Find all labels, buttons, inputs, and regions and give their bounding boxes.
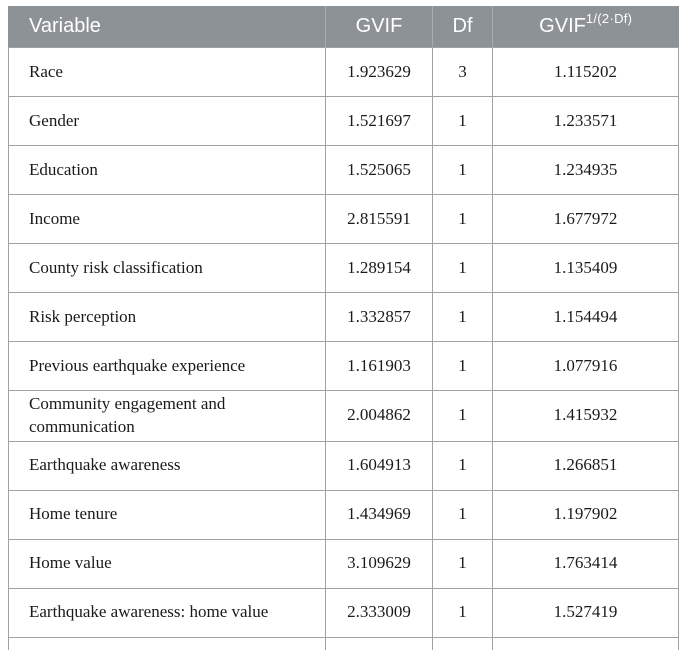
variable-cell: Community engagement and communication <box>8 390 326 442</box>
df-cell: 1 <box>432 96 493 146</box>
gvif-cell: 2.004862 <box>325 390 433 442</box>
variable-cell: Gender <box>8 96 326 146</box>
gvif-cell: 1.521697 <box>325 96 433 146</box>
variable-cell: Education <box>8 145 326 195</box>
df-cell: 1 <box>432 243 493 293</box>
table-row: Risk perception 1.332857 1 1.154494 <box>8 292 679 342</box>
header-gvif: GVIF <box>325 6 433 48</box>
gvif-cell: 1.332857 <box>325 292 433 342</box>
gvif-cell: 1.325312 <box>325 636 433 650</box>
gvif-cell: 2.815591 <box>325 194 433 244</box>
gvif-cell: 3.109629 <box>325 538 433 589</box>
header-row: Variable GVIF Df GVIF1/(2·Df) <box>8 6 679 48</box>
gvif-adjusted-cell: 1.197902 <box>492 489 679 540</box>
variable-cell: Home value <box>8 538 326 589</box>
table-row: Gender 1.521697 1 1.233571 <box>8 96 679 146</box>
gvif-adjusted-cell: 1.233571 <box>492 96 679 146</box>
gvif-cell: 1.525065 <box>325 145 433 195</box>
gvif-cell: 1.434969 <box>325 489 433 540</box>
df-cell: 1 <box>432 489 493 540</box>
gvif-cell: 1.161903 <box>325 341 433 391</box>
df-cell: 1 <box>432 292 493 342</box>
gvif-adjusted-cell: 1.115202 <box>492 47 679 97</box>
gvif-adjusted-cell: 1.234935 <box>492 145 679 195</box>
gvif-cell: 1.289154 <box>325 243 433 293</box>
table-row: Earthquake awareness 1.604913 1 1.266851 <box>8 440 679 491</box>
df-cell: 1 <box>432 194 493 244</box>
table-row: Education 1.525065 1 1.234935 <box>8 145 679 195</box>
variable-cell: Earthquake awareness: home value <box>8 587 326 638</box>
variable-cell: Race <box>8 47 326 97</box>
variable-cell: Home tenure <box>8 489 326 540</box>
gvif-cell: 1.923629 <box>325 47 433 97</box>
df-cell: 1 <box>432 440 493 491</box>
gvif-adjusted-cell: 1.135409 <box>492 243 679 293</box>
variable-cell: County risk classification <box>8 243 326 293</box>
variable-cell: Income <box>8 194 326 244</box>
variable-cell: Income: home tenure <box>8 636 326 650</box>
gvif-cell: 2.333009 <box>325 587 433 638</box>
header-gvif-adjusted-exponent: 1/(2·Df) <box>585 11 633 27</box>
df-cell: 1 <box>432 538 493 589</box>
variable-cell: Previous earthquake experience <box>8 341 326 391</box>
df-cell: 3 <box>432 47 493 97</box>
gvif-adjusted-cell: 1.151222 <box>492 636 679 650</box>
variable-cell: Risk perception <box>8 292 326 342</box>
table-row: Home tenure 1.434969 1 1.197902 <box>8 489 679 540</box>
gvif-adjusted-cell: 1.527419 <box>492 587 679 638</box>
header-df: Df <box>432 6 493 48</box>
df-cell: 1 <box>432 341 493 391</box>
df-cell: 1 <box>432 390 493 442</box>
table-row: County risk classification 1.289154 1 1.135… <box>8 243 679 293</box>
gvif-adjusted-cell: 1.677972 <box>492 194 679 244</box>
gvif-cell: 1.604913 <box>325 440 433 491</box>
df-cell: 1 <box>432 145 493 195</box>
table-row: Race 1.923629 3 1.115202 <box>8 47 679 97</box>
gvif-adjusted-cell: 1.415932 <box>492 390 679 442</box>
gvif-adjusted-cell: 1.154494 <box>492 292 679 342</box>
gvif-table: Variable GVIF Df GVIF1/(2·Df) Race 1.9236… <box>8 6 679 650</box>
table-header: Variable GVIF Df GVIF1/(2·Df) <box>8 6 679 48</box>
df-cell: 1 <box>432 636 493 650</box>
header-gvif-adjusted: GVIF1/(2·Df) <box>492 6 679 48</box>
table-row: Earthquake awareness: home value 2.333009… <box>8 587 679 638</box>
variable-cell: Earthquake awareness <box>8 440 326 491</box>
table-row: Income 2.815591 1 1.677972 <box>8 194 679 244</box>
gvif-adjusted-cell: 1.763414 <box>492 538 679 589</box>
gvif-adjusted-cell: 1.266851 <box>492 440 679 491</box>
header-variable: Variable <box>8 6 326 48</box>
table-row: Previous earthquake experience 1.161903 1 1… <box>8 341 679 391</box>
table-row: Community engagement and communication 2.… <box>8 390 679 442</box>
table-row: Home value 3.109629 1 1.763414 <box>8 538 679 589</box>
gvif-adjusted-cell: 1.077916 <box>492 341 679 391</box>
df-cell: 1 <box>432 587 493 638</box>
gvif-table-container: Variable GVIF Df GVIF1/(2·Df) Race 1.9236… <box>8 6 679 650</box>
table-body: Race 1.923629 3 1.115202 Gender 1.521697 1 1.23… <box>8 47 679 650</box>
header-gvif-adjusted-base: GVIF <box>539 15 586 37</box>
